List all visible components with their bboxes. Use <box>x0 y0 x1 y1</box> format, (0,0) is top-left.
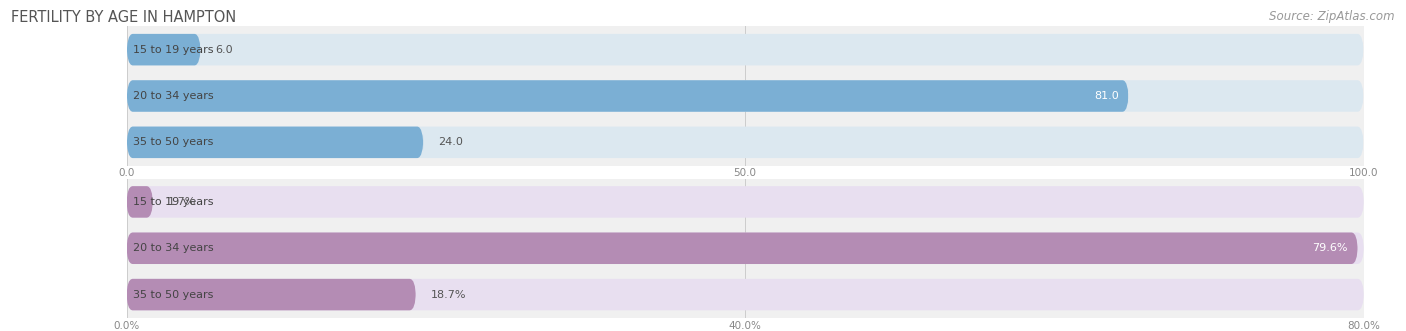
FancyBboxPatch shape <box>127 126 1364 158</box>
FancyBboxPatch shape <box>127 80 1129 112</box>
Text: 18.7%: 18.7% <box>430 290 467 300</box>
Text: 24.0: 24.0 <box>439 137 463 147</box>
FancyBboxPatch shape <box>127 34 1364 66</box>
Text: 35 to 50 years: 35 to 50 years <box>132 137 214 147</box>
Text: 20 to 34 years: 20 to 34 years <box>132 91 214 101</box>
Text: FERTILITY BY AGE IN HAMPTON: FERTILITY BY AGE IN HAMPTON <box>11 10 236 25</box>
Text: 1.7%: 1.7% <box>167 197 195 207</box>
FancyBboxPatch shape <box>127 80 1364 112</box>
Text: 79.6%: 79.6% <box>1312 243 1348 253</box>
Text: Source: ZipAtlas.com: Source: ZipAtlas.com <box>1270 10 1395 23</box>
Text: 20 to 34 years: 20 to 34 years <box>132 243 214 253</box>
FancyBboxPatch shape <box>127 126 423 158</box>
FancyBboxPatch shape <box>127 186 153 218</box>
FancyBboxPatch shape <box>127 279 416 310</box>
FancyBboxPatch shape <box>127 34 201 66</box>
FancyBboxPatch shape <box>127 279 1364 310</box>
Text: 6.0: 6.0 <box>215 45 233 55</box>
FancyBboxPatch shape <box>127 232 1358 264</box>
Text: 81.0: 81.0 <box>1094 91 1119 101</box>
Text: 15 to 19 years: 15 to 19 years <box>132 197 214 207</box>
FancyBboxPatch shape <box>127 232 1364 264</box>
Text: 15 to 19 years: 15 to 19 years <box>132 45 214 55</box>
FancyBboxPatch shape <box>127 186 1364 218</box>
Text: 35 to 50 years: 35 to 50 years <box>132 290 214 300</box>
